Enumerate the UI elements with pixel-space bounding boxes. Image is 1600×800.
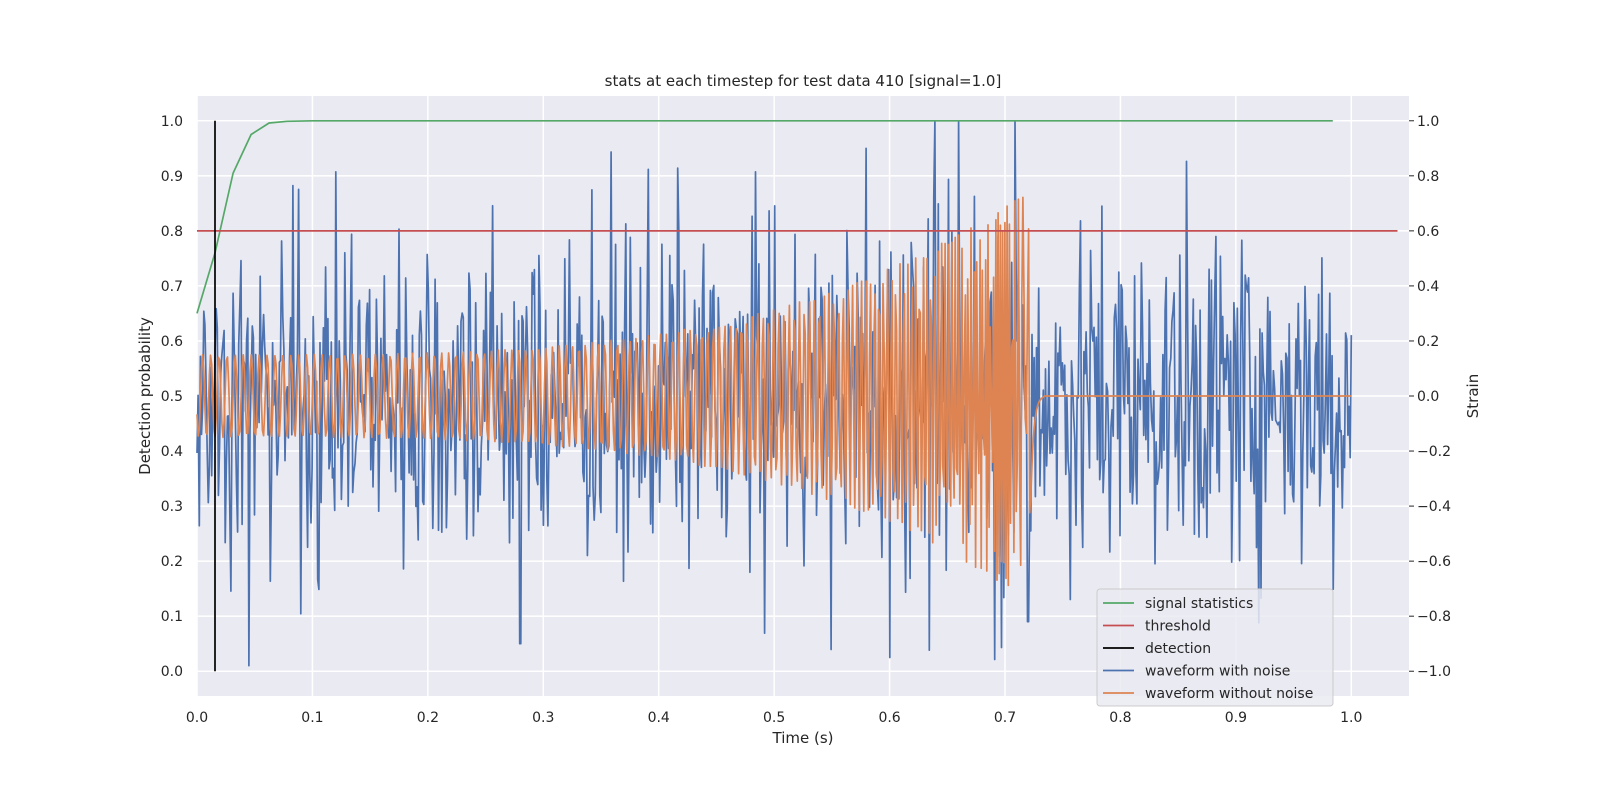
- y2-axis-ticks: −1.0 −0.8 −0.6 −0.4 −0.2 0.0 0.2 0.4 0.6 0.8 1.0: [1409, 114, 1451, 680]
- y-tick-label-6: 0.6: [161, 334, 183, 350]
- y-tick-label-3: 0.3: [161, 499, 183, 515]
- x-tick-label-5: 0.5: [763, 710, 785, 726]
- x-tick-label-7: 0.7: [994, 710, 1016, 726]
- y2-tick-label-5: 0.0: [1417, 389, 1439, 405]
- x-tick-label-1: 0.1: [301, 710, 323, 726]
- series-waveform-without-noise: [196, 196, 1352, 587]
- legend-entry-1: threshold: [1145, 619, 1211, 635]
- x-tick-label-3: 0.3: [532, 710, 554, 726]
- y-tick-label-4: 0.4: [161, 444, 183, 460]
- y-tick-label-5: 0.5: [161, 389, 183, 405]
- y2-tick-label-9: 0.8: [1417, 169, 1439, 185]
- legend-entry-0: signal statistics: [1145, 596, 1253, 612]
- y-tick-label-2: 0.2: [161, 554, 183, 570]
- legend-entry-2: detection: [1145, 641, 1211, 657]
- y2-tick-label-0: −1.0: [1417, 664, 1451, 680]
- legend-frame: [1096, 588, 1334, 707]
- x-tick-label-0: 0.0: [186, 710, 208, 726]
- y2-tick-label-1: −0.8: [1417, 609, 1451, 625]
- x-tick-label-8: 0.8: [1109, 710, 1131, 726]
- x-tick-label-6: 0.6: [878, 710, 900, 726]
- y2-tick-label-10: 1.0: [1417, 114, 1439, 130]
- y2-tick-label-4: −0.2: [1417, 444, 1451, 460]
- x-tick-label-4: 0.4: [648, 710, 670, 726]
- legend-entry-4: waveform without noise: [1145, 686, 1313, 702]
- y2-tick-label-2: −0.6: [1417, 554, 1451, 570]
- series-signal-statistics: [196, 119, 1333, 314]
- series-layer: [196, 119, 1398, 672]
- y-tick-label-1: 0.1: [161, 609, 183, 625]
- x-axis-ticks: 0.0 0.1 0.2 0.3 0.4 0.5 0.6 0.7 0.8 0.9 1.0: [186, 710, 1363, 726]
- y-tick-label-8: 0.8: [161, 224, 183, 240]
- y2-tick-label-3: −0.4: [1417, 499, 1451, 515]
- x-tick-label-2: 0.2: [417, 710, 439, 726]
- chart-title: stats at each timestep for test data 410…: [605, 72, 1002, 90]
- legend: signal statistics threshold detection wavef…: [1096, 588, 1334, 707]
- x-tick-label-10: 1.0: [1340, 710, 1362, 726]
- y-axis-label: Detection probability: [136, 317, 154, 475]
- x-tick-label-9: 0.9: [1225, 710, 1247, 726]
- y2-tick-label-7: 0.4: [1417, 279, 1439, 295]
- y-tick-label-9: 0.9: [161, 169, 183, 185]
- y2-axis-label: Strain: [1464, 374, 1482, 418]
- legend-entry-3: waveform with noise: [1145, 664, 1290, 680]
- x-axis-label: Time (s): [772, 729, 834, 747]
- y2-tick-label-6: 0.2: [1417, 334, 1439, 350]
- y2-tick-label-8: 0.6: [1417, 224, 1439, 240]
- y-axis-ticks: 0.0 0.1 0.2 0.3 0.4 0.5 0.6 0.7 0.8 0.9 1.0: [161, 114, 183, 680]
- y-tick-label-0: 0.0: [161, 664, 183, 680]
- y-tick-label-10: 1.0: [161, 114, 183, 130]
- y-tick-label-7: 0.7: [161, 279, 183, 295]
